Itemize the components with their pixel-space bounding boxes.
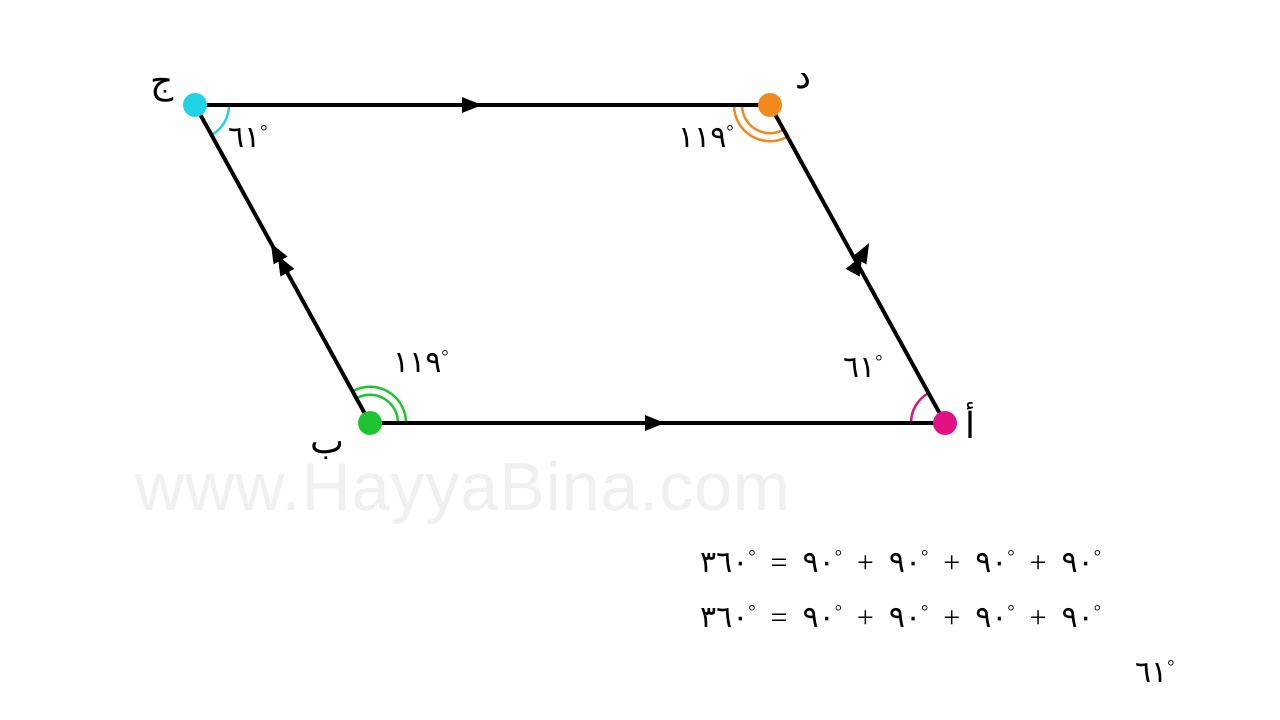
- equation-line-2: °٩٠ + °٩٠ + °٩٠ + °٩٠ = °٣٦٠: [700, 600, 1101, 635]
- vertex-label-b: ب: [310, 420, 344, 462]
- angle-label-c: °٦١: [228, 120, 267, 155]
- equation-line-3: °٦١: [1135, 655, 1174, 690]
- angle-arc-c: [211, 105, 229, 135]
- vertex-label-a: أ: [965, 405, 975, 447]
- vertex-b-dot: [358, 411, 382, 435]
- vertex-d-dot: [758, 93, 782, 117]
- equation-line-1: °٩٠ + °٩٠ + °٩٠ + °٩٠ = °٣٦٠: [700, 545, 1101, 580]
- angle-label-d: °١١٩: [678, 120, 734, 155]
- vertex-c-dot: [183, 93, 207, 117]
- arrow-ba: [645, 415, 665, 431]
- angle-label-a: °٦١: [843, 350, 882, 385]
- vertex-a-dot: [933, 411, 957, 435]
- angle-label-b: °١١٩: [393, 345, 449, 380]
- arrow-bc: [264, 239, 294, 276]
- arrow-cd: [462, 97, 482, 113]
- vertex-label-c: ج: [150, 60, 173, 102]
- vertex-label-d: د: [795, 55, 811, 97]
- angle-arc-a: [911, 393, 929, 423]
